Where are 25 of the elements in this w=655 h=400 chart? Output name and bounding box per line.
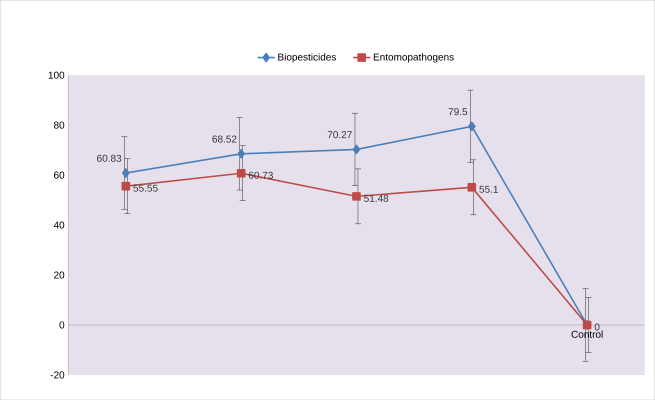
point: [468, 122, 476, 132]
data-label: 51.48: [364, 194, 388, 202]
data-label: 70.27: [328, 131, 352, 138]
y-tick-label: 40: [54, 221, 64, 229]
y-tick-label: 0: [59, 321, 64, 328]
data-label: 0: [594, 323, 600, 330]
y-tick-label: 60: [54, 171, 64, 179]
point: [352, 192, 361, 201]
y-tick-label: 80: [54, 122, 64, 129]
point: [468, 182, 476, 192]
point: [122, 182, 130, 190]
point: [122, 168, 130, 178]
point: [237, 148, 245, 159]
data-label: 60.83: [97, 154, 122, 162]
point: [236, 168, 246, 178]
data-label: 55.55: [133, 184, 158, 192]
data-label: 68.52: [212, 135, 236, 143]
y-tick-label: 20: [54, 271, 64, 278]
legend-label: Biopesticides: [278, 53, 336, 62]
y-tick-label: 100: [48, 72, 64, 79]
legend-label: Entomopathogens: [374, 53, 454, 62]
point: [352, 144, 360, 154]
data-label: 79.5: [448, 108, 468, 116]
y-tick-label: -20: [50, 371, 64, 378]
data-label: 55.1: [479, 186, 498, 193]
